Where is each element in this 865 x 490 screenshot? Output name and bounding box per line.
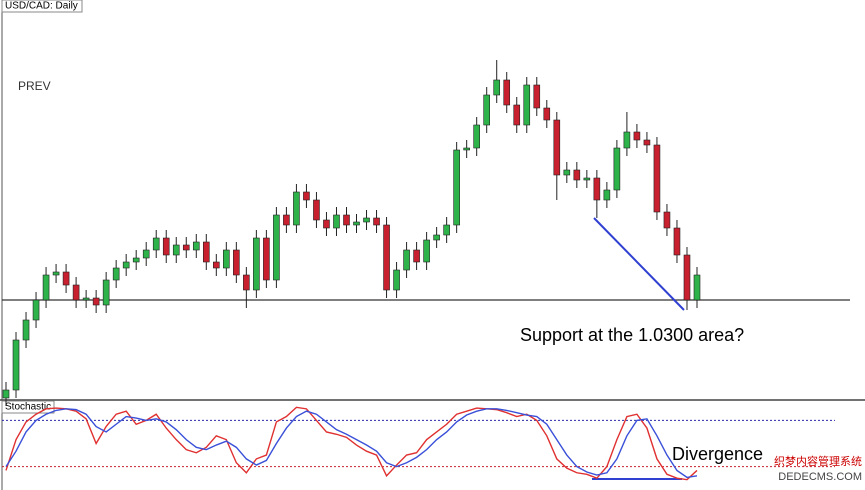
- candle-body: [303, 191, 310, 201]
- candle-body: [423, 239, 430, 263]
- candle-body: [152, 237, 160, 251]
- candle-body: [333, 214, 340, 229]
- candle-body: [313, 199, 320, 221]
- candle-body: [243, 274, 250, 291]
- candle-body: [22, 319, 30, 341]
- candle-body: [112, 267, 120, 281]
- candle-body: [643, 139, 651, 146]
- stoch-title-box: [1, 400, 55, 414]
- support-annotation: Support at the 1.0300 area?: [520, 325, 744, 345]
- candle-body: [12, 339, 20, 391]
- candle-body: [92, 297, 100, 306]
- candle-body: [533, 84, 541, 109]
- candle-body: [52, 271, 60, 276]
- candle-body: [182, 244, 190, 251]
- candle-body: [293, 191, 300, 226]
- candle-body: [323, 219, 330, 229]
- candle-body: [603, 189, 611, 201]
- candle-body: [132, 257, 140, 263]
- candle-body: [343, 214, 350, 226]
- candle-body: [202, 241, 210, 263]
- candle-body: [192, 241, 200, 251]
- candle-body: [72, 284, 80, 301]
- candle-body: [493, 79, 501, 96]
- candle-body: [443, 224, 450, 236]
- candle-body: [42, 274, 50, 301]
- candle-body: [393, 269, 400, 291]
- stochastic-line: [5, 408, 698, 479]
- prev-label: PREV: [18, 79, 51, 93]
- stoch-title: Stochastic: [5, 402, 51, 413]
- candle-body: [363, 217, 370, 223]
- candle-body: [353, 221, 360, 226]
- candle-body: [253, 237, 260, 291]
- candle-body: [2, 389, 10, 399]
- candle-body: [162, 237, 170, 256]
- candle-body: [213, 261, 220, 269]
- candle-body: [122, 261, 130, 269]
- candle-body: [32, 299, 40, 321]
- candle-body: [263, 237, 270, 281]
- candle-body: [223, 249, 230, 269]
- candle-body: [583, 177, 591, 181]
- candle-body: [483, 94, 490, 126]
- candle-body: [553, 119, 561, 176]
- title-box: [1, 0, 83, 13]
- watermark: DEDECMS.COM: [778, 471, 862, 483]
- candle-body: [663, 211, 671, 229]
- candle-body: [172, 244, 180, 256]
- candle-body: [453, 149, 460, 226]
- candle-body: [403, 249, 410, 271]
- divergence-annotation: Divergence: [672, 444, 763, 464]
- candle-body: [513, 104, 521, 126]
- trendline: [593, 217, 685, 311]
- candle-body: [463, 147, 470, 151]
- candle-body: [283, 214, 290, 226]
- stochastic-line: [5, 406, 698, 481]
- candle-body: [673, 227, 681, 256]
- chart-title: USD/CAD: Daily: [5, 1, 78, 12]
- candle-body: [633, 131, 641, 141]
- candle-body: [593, 177, 601, 201]
- candle-body: [613, 147, 621, 191]
- candle-body: [102, 279, 110, 306]
- candle-body: [573, 169, 581, 181]
- candle-body: [273, 214, 280, 281]
- candle-body: [653, 144, 661, 213]
- candle-body: [623, 131, 631, 149]
- candle-body: [683, 254, 691, 301]
- watermark: 织梦内容管理系统: [774, 454, 862, 468]
- candle-body: [563, 169, 571, 176]
- candle-body: [413, 249, 420, 263]
- candle-body: [82, 297, 90, 301]
- candle-body: [473, 124, 480, 149]
- candle-body: [373, 217, 380, 226]
- candle-body: [543, 107, 551, 121]
- candle-body: [433, 234, 440, 241]
- candle-body: [503, 79, 511, 106]
- candle-body: [62, 271, 70, 286]
- candle-body: [142, 249, 150, 259]
- candle-body: [383, 224, 390, 291]
- candle-body: [233, 249, 240, 276]
- candle-body: [523, 84, 531, 126]
- candle-body: [693, 274, 701, 301]
